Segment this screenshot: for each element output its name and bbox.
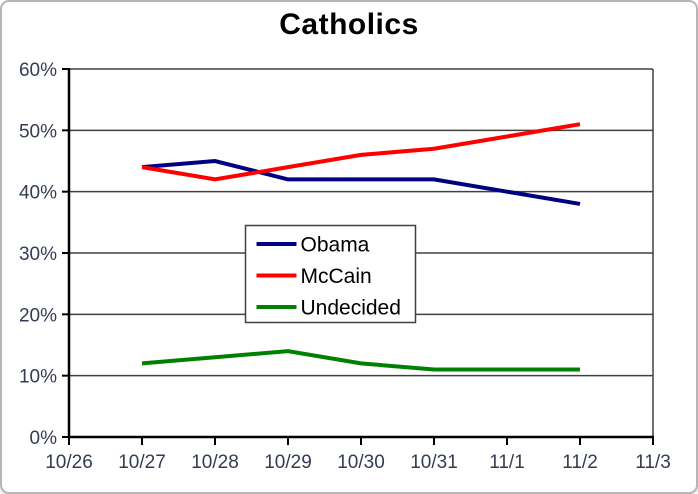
chart-title: Catholics: [279, 8, 419, 41]
x-axis-label: 10/31: [410, 452, 458, 473]
legend-label-undecided: Undecided: [301, 297, 401, 320]
x-axis-label: 11/3: [635, 452, 671, 473]
series-line-mccain: [141, 122, 581, 182]
legend-label-obama: Obama: [301, 234, 370, 257]
x-axis-label: 11/2: [562, 452, 598, 473]
y-axis-label: 50%: [19, 121, 57, 142]
y-axis-label: 40%: [19, 183, 57, 204]
x-axis-label: 10/30: [337, 452, 385, 473]
y-axis-label: 20%: [19, 305, 57, 326]
legend-label-mccain: McCain: [301, 265, 372, 288]
y-axis-label: 0%: [30, 428, 58, 449]
x-axis-label: 10/29: [264, 452, 312, 473]
y-axis-label: 30%: [19, 244, 57, 265]
x-axis-label: 11/1: [489, 452, 525, 473]
series-line-obama: [141, 158, 581, 206]
x-axis-label: 10/27: [118, 452, 166, 473]
x-axis-label: 10/28: [191, 452, 239, 473]
x-axis-label: 10/26: [45, 452, 93, 473]
series-line-undecided: [141, 349, 580, 372]
y-axis-label: 60%: [19, 60, 57, 81]
y-axis-label: 10%: [19, 367, 57, 388]
